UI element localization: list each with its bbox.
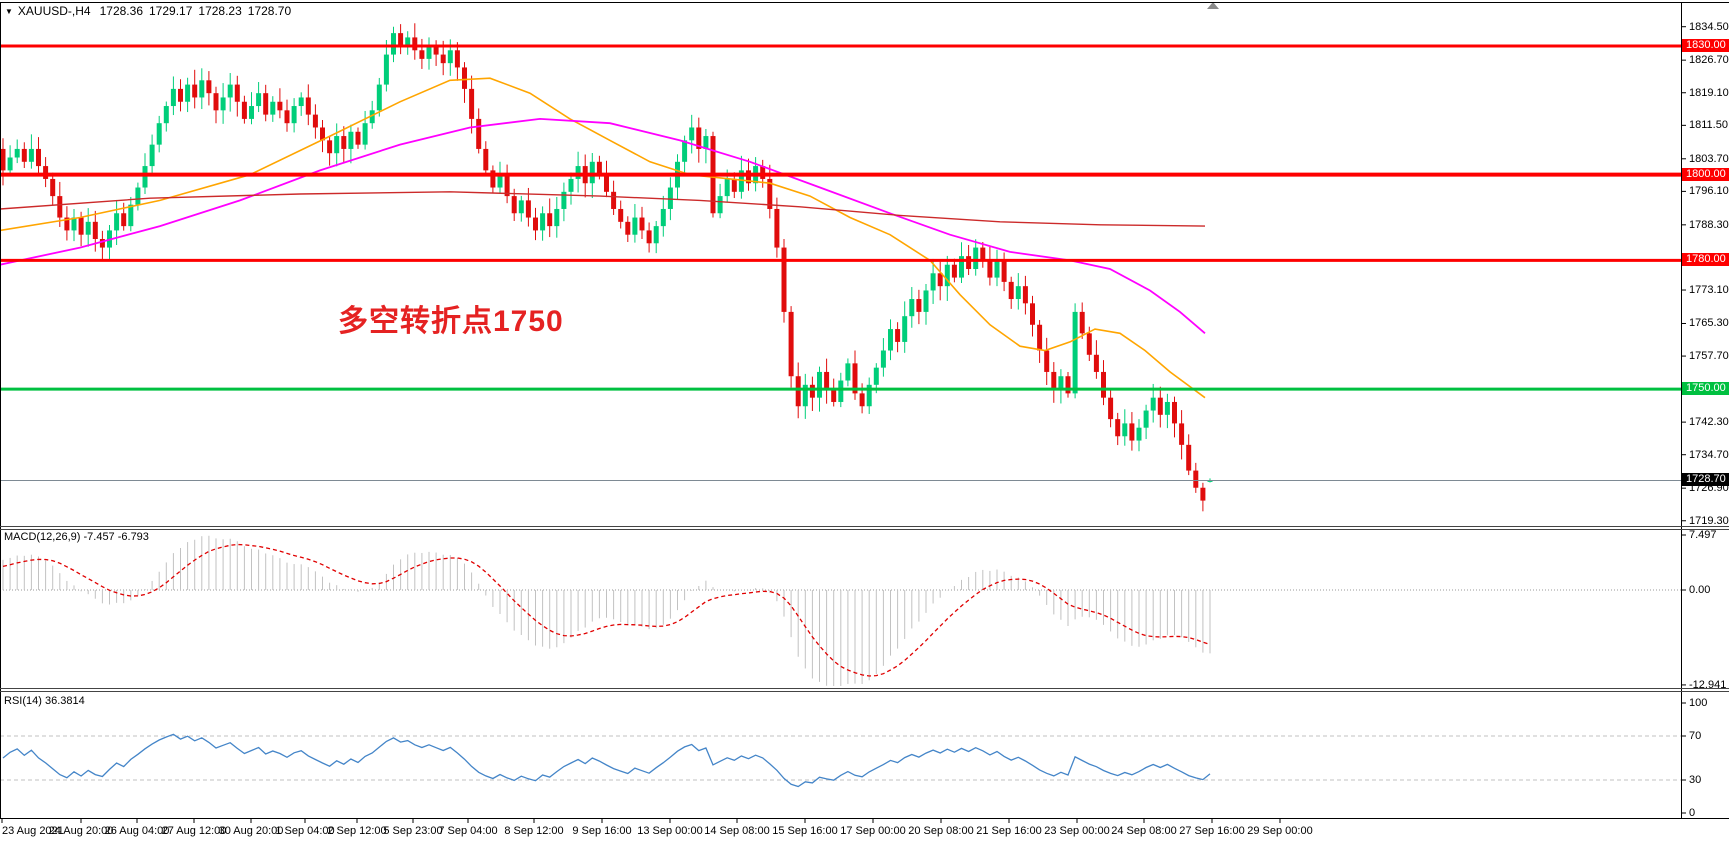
date-tick-label: 23 Aug 2021 bbox=[2, 825, 64, 837]
date-tick-label: 7 Sep 04:00 bbox=[438, 825, 498, 837]
date-tick-label: 15 Sep 16:00 bbox=[772, 825, 838, 837]
macd-indicator-label: MACD(12,26,9) -7.457 -6.793 bbox=[4, 531, 149, 543]
price-pane[interactable] bbox=[0, 23, 1681, 512]
level-price-label: 1800.00 bbox=[1682, 167, 1729, 181]
rsi-axis-label: 0 bbox=[1689, 807, 1696, 819]
symbol-period-label: XAUUSD-,H4 bbox=[17, 4, 91, 18]
price-tick-label: 1826.70 bbox=[1689, 54, 1729, 67]
price-tick-label: 1834.50 bbox=[1689, 20, 1729, 33]
rsi-axis-label: 100 bbox=[1689, 697, 1708, 709]
macd-pane[interactable] bbox=[0, 535, 1681, 686]
price-tick-label: 1819.10 bbox=[1689, 86, 1729, 99]
current-price-label: 1728.70 bbox=[1682, 473, 1729, 487]
ohlc-low: 1728.23 bbox=[198, 4, 242, 18]
rsi-axis-label: 70 bbox=[1689, 730, 1702, 742]
date-tick-label: 1 Sep 04:00 bbox=[275, 825, 335, 837]
rsi-name: RSI(14) bbox=[4, 695, 42, 707]
macd-histogram bbox=[2, 535, 1211, 686]
level-price-label: 1750.00 bbox=[1682, 382, 1729, 396]
price-tick-label: 1803.70 bbox=[1689, 152, 1729, 165]
rsi-line bbox=[2, 733, 1211, 788]
macd-signal-line bbox=[2, 543, 1211, 677]
date-tick-label: 9 Sep 16:00 bbox=[572, 825, 632, 837]
ohlc-close: 1728.70 bbox=[247, 4, 292, 18]
macd-axis-label: -12.941 bbox=[1689, 678, 1727, 691]
date-tick-label: 21 Sep 16:00 bbox=[976, 825, 1042, 837]
rsi-indicator-label: RSI(14) 36.3814 bbox=[4, 695, 85, 707]
level-price-label: 1830.00 bbox=[1682, 39, 1729, 52]
price-tick-label: 1742.30 bbox=[1689, 416, 1729, 429]
macd-axis-label: 0.00 bbox=[1689, 584, 1711, 596]
price-tick-label: 1757.70 bbox=[1689, 350, 1729, 363]
date-tick-label: 29 Sep 00:00 bbox=[1247, 825, 1313, 837]
level-price-label: 1780.00 bbox=[1682, 253, 1729, 267]
price-tick-label: 1796.10 bbox=[1689, 185, 1729, 198]
date-tick-label: 23 Sep 00:00 bbox=[1044, 825, 1110, 837]
rsi-axis-label: 30 bbox=[1689, 774, 1702, 786]
macd-name: MACD(12,26,9) bbox=[4, 531, 81, 543]
date-tick-label: 30 Aug 20:00 bbox=[218, 825, 284, 837]
candles-layer bbox=[0, 23, 1213, 512]
ohlc-open: 1728.36 bbox=[99, 4, 143, 18]
date-tick-label: 13 Sep 00:00 bbox=[637, 825, 703, 837]
macd-values: -7.457 -6.793 bbox=[83, 531, 149, 543]
date-tick-label: 17 Sep 00:00 bbox=[840, 825, 906, 837]
date-tick-label: 14 Sep 08:00 bbox=[704, 825, 770, 837]
collapse-toggle-icon[interactable]: ▼ bbox=[5, 7, 13, 16]
date-tick-label: 24 Sep 08:00 bbox=[1111, 825, 1177, 837]
date-tick-label: 2 Sep 12:00 bbox=[327, 825, 387, 837]
ohlc-high: 1729.17 bbox=[149, 4, 193, 18]
chart-annotation-text[interactable]: 多空转折点1750 bbox=[338, 305, 564, 338]
price-tick-label: 1719.30 bbox=[1689, 514, 1729, 527]
date-tick-label: 27 Aug 12:00 bbox=[161, 825, 227, 837]
price-tick-label: 1788.30 bbox=[1689, 218, 1729, 231]
date-tick-label: 5 Sep 23:00 bbox=[383, 825, 443, 837]
date-tick-label: 24 Aug 20:00 bbox=[48, 825, 114, 837]
ma-red bbox=[0, 191, 1206, 227]
date-tick-label: 8 Sep 12:00 bbox=[504, 825, 564, 837]
price-tick-label: 1773.10 bbox=[1689, 284, 1729, 297]
date-tick-label: 20 Sep 08:00 bbox=[908, 825, 974, 837]
rsi-value: 36.3814 bbox=[44, 695, 85, 707]
rsi-pane[interactable] bbox=[0, 733, 1681, 788]
ma-orange bbox=[0, 77, 1206, 399]
price-tick-label: 1734.70 bbox=[1689, 448, 1729, 461]
chart-shift-icon[interactable] bbox=[1207, 2, 1219, 9]
date-tick-label: 26 Aug 04:00 bbox=[104, 825, 170, 837]
symbol-ohlc-header: ▼ XAUUSD-,H4 1728.36 1729.17 1728.23 1728.70 bbox=[5, 4, 297, 18]
price-tick-label: 1811.50 bbox=[1689, 119, 1728, 132]
date-tick-label: 27 Sep 16:00 bbox=[1179, 825, 1245, 837]
macd-axis-label: 7.497 bbox=[1689, 529, 1717, 541]
price-tick-label: 1765.30 bbox=[1689, 317, 1729, 330]
